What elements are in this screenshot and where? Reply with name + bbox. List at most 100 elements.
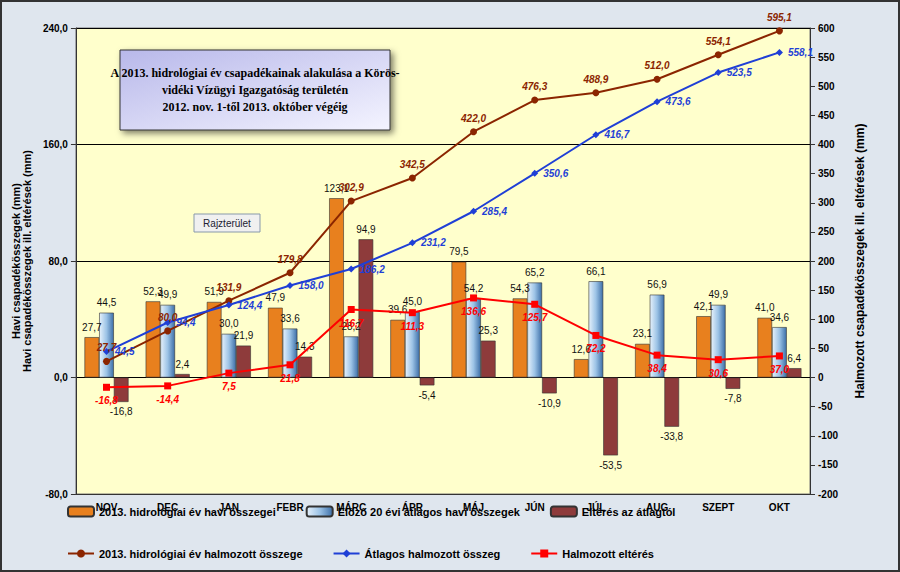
svg-text:285,4: 285,4 <box>481 206 507 217</box>
svg-text:488,9: 488,9 <box>582 74 608 85</box>
svg-text:-16,8: -16,8 <box>95 395 118 406</box>
svg-text:2,4: 2,4 <box>175 359 189 370</box>
svg-text:111,3: 111,3 <box>401 321 425 332</box>
svg-text:23,1: 23,1 <box>633 328 653 339</box>
svg-text:500: 500 <box>818 81 835 92</box>
svg-text:558,1: 558,1 <box>788 47 813 58</box>
svg-text:30,6: 30,6 <box>709 368 729 379</box>
svg-text:250: 250 <box>818 226 835 237</box>
svg-text:473,6: 473,6 <box>665 96 691 107</box>
svg-text:422,0: 422,0 <box>460 113 486 124</box>
svg-text:124,4: 124,4 <box>237 300 262 311</box>
svg-text:240,0: 240,0 <box>43 23 68 34</box>
svg-text:302,9: 302,9 <box>339 182 364 193</box>
svg-text:Rajzterület: Rajzterület <box>203 218 251 229</box>
svg-text:350,6: 350,6 <box>543 168 568 179</box>
svg-text:200: 200 <box>818 256 835 267</box>
svg-text:47,9: 47,9 <box>266 292 286 303</box>
svg-text:94,4: 94,4 <box>176 317 196 328</box>
svg-text:Halmozott csapadékösszegek ill: Halmozott csapadékösszegek ill. eltérése… <box>853 124 867 399</box>
svg-text:-16,8: -16,8 <box>110 406 133 417</box>
svg-text:342,5: 342,5 <box>400 159 425 170</box>
svg-text:38,4: 38,4 <box>647 363 667 374</box>
svg-text:125,7: 125,7 <box>522 312 547 323</box>
svg-text:150: 150 <box>818 285 835 296</box>
svg-text:7,5: 7,5 <box>222 381 236 392</box>
svg-text:-7,8: -7,8 <box>724 393 742 404</box>
svg-text:-80,0: -80,0 <box>45 489 68 500</box>
svg-text:550: 550 <box>818 52 835 63</box>
svg-text:66,1: 66,1 <box>586 266 606 277</box>
svg-text:27,7: 27,7 <box>82 322 102 333</box>
svg-text:400: 400 <box>818 139 835 150</box>
svg-text:80,0: 80,0 <box>48 256 68 267</box>
svg-text:523,5: 523,5 <box>727 67 752 78</box>
svg-text:100: 100 <box>818 314 835 325</box>
svg-text:80,0: 80,0 <box>158 312 178 323</box>
svg-text:72,2: 72,2 <box>586 343 606 354</box>
svg-text:450: 450 <box>818 110 835 121</box>
svg-text:-50: -50 <box>818 401 833 412</box>
svg-text:-150: -150 <box>818 459 838 470</box>
svg-text:27,7: 27,7 <box>96 342 117 353</box>
svg-text:25,3: 25,3 <box>478 325 498 336</box>
svg-text:2012. nov. 1-től 2013. október: 2012. nov. 1-től 2013. október végéig <box>162 100 347 114</box>
svg-text:65,2: 65,2 <box>525 267 545 278</box>
svg-text:A 2013. hidrológiai év csapadé: A 2013. hidrológiai év csapadékainak ala… <box>110 66 399 80</box>
svg-text:160,0: 160,0 <box>43 139 68 150</box>
svg-text:54,3: 54,3 <box>510 283 530 294</box>
svg-text:416,7: 416,7 <box>603 129 629 140</box>
svg-text:-10,9: -10,9 <box>538 398 561 409</box>
svg-text:116,7: 116,7 <box>339 318 364 329</box>
svg-text:0,0: 0,0 <box>54 372 68 383</box>
svg-text:158,0: 158,0 <box>299 280 324 291</box>
svg-text:94,9: 94,9 <box>356 224 376 235</box>
svg-text:21,8: 21,8 <box>279 373 300 384</box>
svg-text:-200: -200 <box>818 489 838 500</box>
svg-text:45,0: 45,0 <box>403 296 423 307</box>
svg-text:42,1: 42,1 <box>694 301 714 312</box>
svg-text:37,0: 37,0 <box>770 364 790 375</box>
svg-text:231,2: 231,2 <box>420 237 446 248</box>
svg-text:554,1: 554,1 <box>706 36 731 47</box>
svg-text:6,4: 6,4 <box>787 353 801 364</box>
svg-text:-5,4: -5,4 <box>418 390 436 401</box>
svg-text:Előző 20 évi átlagos havi össz: Előző 20 évi átlagos havi összegek <box>338 506 521 518</box>
svg-text:49,9: 49,9 <box>158 289 178 300</box>
svg-text:44,5: 44,5 <box>114 346 135 357</box>
svg-text:SZEPT: SZEPT <box>702 502 734 513</box>
svg-text:54,2: 54,2 <box>464 283 484 294</box>
svg-text:512,0: 512,0 <box>645 60 670 71</box>
svg-text:-100: -100 <box>818 430 838 441</box>
svg-text:30,0: 30,0 <box>219 318 239 329</box>
svg-text:Átlagos halmozott összeg: Átlagos halmozott összeg <box>365 548 501 560</box>
svg-text:300: 300 <box>818 197 835 208</box>
svg-text:2013. hidrológiai év havi össz: 2013. hidrológiai év havi összegei <box>99 506 276 518</box>
svg-text:136,6: 136,6 <box>461 306 486 317</box>
svg-text:JÚN: JÚN <box>525 501 545 513</box>
svg-text:-14,4: -14,4 <box>156 394 179 405</box>
svg-text:-53,5: -53,5 <box>599 460 622 471</box>
svg-text:21,9: 21,9 <box>234 330 254 341</box>
svg-text:0: 0 <box>818 372 824 383</box>
svg-text:79,5: 79,5 <box>449 246 469 257</box>
svg-text:49,9: 49,9 <box>709 289 729 300</box>
svg-text:2013. hidrológiai év halmozott: 2013. hidrológiai év halmozott összege <box>99 548 303 560</box>
svg-text:Eltérés az átlagtól: Eltérés az átlagtól <box>582 506 676 518</box>
svg-text:179,8: 179,8 <box>278 254 303 265</box>
svg-text:350: 350 <box>818 168 835 179</box>
svg-text:33,6: 33,6 <box>280 313 300 324</box>
svg-text:186,2: 186,2 <box>360 264 385 275</box>
svg-text:50: 50 <box>818 343 830 354</box>
svg-text:Halmozott eltérés: Halmozott eltérés <box>562 548 654 560</box>
svg-text:OKT: OKT <box>769 502 790 513</box>
svg-text:600: 600 <box>818 23 835 34</box>
svg-text:476,3: 476,3 <box>521 81 547 92</box>
svg-text:56,9: 56,9 <box>647 279 667 290</box>
svg-text:-33,8: -33,8 <box>660 431 683 442</box>
svg-text:131,9: 131,9 <box>216 282 241 293</box>
svg-text:FEBR: FEBR <box>276 502 304 513</box>
svg-text:Havi csapadékösszegek ill. elt: Havi csapadékösszegek ill. eltérések (mm… <box>21 150 33 372</box>
svg-text:34,6: 34,6 <box>770 312 790 323</box>
svg-text:vidéki Vízügyi Igazgatóság ter: vidéki Vízügyi Igazgatóság területén <box>162 83 348 97</box>
